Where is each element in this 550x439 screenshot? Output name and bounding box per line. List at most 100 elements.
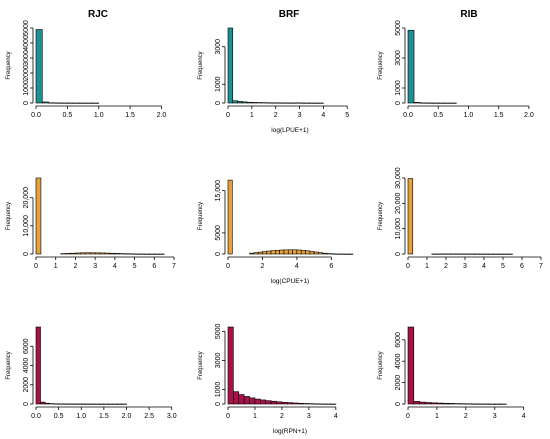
panel-r3-brf-x-tick-label: 2 [280,413,284,420]
panel-r2-brf: 0 2 4 6 0 5000 15,000 Frequency log(CPUE+1) [198,179,354,285]
panel-r1-rib: 0.0 0.5 1.0 1.5 2.0 0 1000 3000 5000 Frequency [378,20,534,119]
panel-r3-brf-y-tick-label: 5000 [215,323,222,339]
panel-r2-brf-y-tick-label: 5000 [215,225,222,241]
panel-r3-brf-x-tick-label: 1 [253,413,257,420]
panel-r3-rib-bar [425,402,432,405]
panel-r3-brf-bar [254,398,261,405]
panel-r1-brf: 0 1 2 3 4 5 0 1000 3000 Frequency log(LPUE+1) [198,27,349,134]
panel-r2-brf-bar [300,250,306,255]
panel-r2-brf-bar [322,252,328,255]
panel-r1-rib-y-tick-label: 0 [395,101,402,105]
panel-r2-rjc-x-tick-label: 7 [172,263,176,270]
panel-r2-rib-x-tick-label: 7 [539,263,543,270]
panel-r3-rib-bar [436,402,443,405]
panel-r3-rjc-bar [44,402,50,405]
panel-r2-rjc-y-tick-label: 20,000 [23,187,30,209]
panel-r2-rjc-bar [84,252,91,255]
panel-r2-brf-bar [296,249,302,255]
panel-r3-brf-bar [303,403,310,405]
panel-r1-rib-y-label: Frequency [378,51,384,79]
panel-r3-brf-bar [233,391,240,405]
panel-r2-rib: 0 1 2 3 4 5 6 7 0 10,000 20,000 30,000 Frequency [378,167,543,270]
panel-r2-rib-x-tick-label: 3 [463,263,467,270]
panel-r1-brf-x-tick-label: 4 [321,112,325,119]
panel-r3-rjc-x-tick-label: 1.0 [76,413,86,420]
panel-r2-rib-y-tick-label: 20,000 [395,193,402,215]
panel-r2-brf-bar [318,252,324,255]
panel-r2-rjc-x-tick-label: 3 [93,263,97,270]
panel-r3-rib-y-tick-label: 2000 [395,375,402,391]
panel-r2-brf-bar [275,249,280,255]
histogram-panels: 0.0 0.5 1.0 1.5 2.0010002000300040005000Freq… [6,20,543,435]
panel-r2-rjc-bar [65,253,71,255]
panel-r3-rib-y-tick-label: 6000 [395,332,402,348]
panel-r3-rjc-x-tick-label: 2.5 [144,413,154,420]
panel-r3-brf-bar [292,402,299,405]
panel-r1-rib-x-tick-label: 1.5 [494,112,504,119]
panel-r3-rib-x-tick-label: 3 [493,413,497,420]
panel-r3-rib: 0 1 2 3 4 0 2000 4000 6000 Frequency [378,326,526,420]
panel-r3-brf-bar [276,401,283,405]
panel-r1-brf-bar [251,102,257,104]
panel-r3-brf-bar [281,401,288,405]
panel-r1-brf-bar [232,100,238,104]
panel-r2-rjc: 0 1 2 3 4 5 6 7 0 10,000 20,000 Frequency [6,177,176,270]
panel-r1-rjc-y-tick-label: 2000 [23,65,30,81]
panel-r2-brf-bar [287,249,293,255]
panel-r1-rib-bar [413,102,421,104]
panel-r1-rjc-x-tick-label: 1.5 [125,112,135,119]
panel-r2-brf-bar [283,249,289,255]
panel-r1-rib-x-tick-label: 1.0 [464,112,474,119]
column-title-brf: BRF [279,9,300,20]
panel-r2-rib-x-tick-label: 1 [425,263,429,270]
panel-r1-rjc-x-tick-label: 0.5 [62,112,72,119]
panel-r1-rjc-y-label: Frequency [6,51,12,79]
panel-r3-rib-y-tick-label: 0 [395,402,402,406]
column-title-rib: RIB [460,9,477,20]
panel-r3-brf-bar [270,400,277,405]
panel-r3-rjc-x-tick-label: 3.0 [167,413,177,420]
panel-r2-rib-bar [407,178,414,255]
panel-r3-brf: 0 1 2 3 4 0 1000 3000 5000 Frequency log(RPN+1) [198,323,338,435]
panel-r2-rjc-x-tick-label: 2 [73,263,77,270]
panel-r3-rib-bar [419,401,426,405]
panel-r3-rjc-x-tick-label: 0.5 [54,413,64,420]
panel-r3-brf-x-tick-label: 0 [226,413,230,420]
panel-r2-brf-bar [266,250,272,255]
panel-r3-rib-y-tick-label: 4000 [395,353,402,369]
panel-r2-brf-bar [309,251,315,255]
panel-r3-brf-bar [297,402,304,405]
panel-r2-rib-y-tick-label: 30,000 [395,167,402,189]
panel-r2-brf-x-label: log(CPUE+1) [271,278,309,285]
panel-r1-rjc-y-tick-label: 1000 [23,80,30,96]
panel-r1-rjc-y-tick-label: 0 [23,101,30,105]
panel-r1-brf-y-tick-label: 1000 [215,76,222,92]
panel-r3-brf-x-label: log(RPN+1) [273,428,307,435]
panel-r2-rib-y-label: Frequency [378,202,384,230]
panel-r1-rjc-y-tick-label: 3000 [23,50,30,66]
panel-r3-brf-y-tick-label: 1000 [215,382,222,398]
panel-r3-rjc-x-tick-label: 0.0 [31,413,41,420]
panel-r3-rjc-y-tick-label: 6000 [23,338,30,354]
panel-r3-rjc-y-label: Frequency [6,351,12,379]
panel-r1-brf-y-tick-label: 3000 [215,39,222,55]
panel-r1-rjc-bar [35,29,43,104]
panel-r2-rjc-x-tick-label: 5 [133,263,137,270]
panel-r2-rjc-bar [94,252,101,255]
panel-r2-rib-x-tick-label: 4 [482,263,486,270]
panel-r2-rjc-x-tick-label: 0 [34,263,38,270]
panel-r1-brf-x-label: log(LPUE+1) [271,127,308,134]
panel-r2-rjc-bar [75,252,81,255]
panel-r2-rjc-bar [99,252,106,255]
panel-r1-brf-bar [237,101,243,104]
panel-r3-rib-x-tick-label: 4 [522,413,526,420]
panel-r2-brf-bar [227,179,233,255]
panel-r3-rjc: 0.0 0.5 1.0 1.5 2.0 2.5 3.0 0 2000 4000 6000 Freque… [6,326,177,420]
panel-r3-rjc-bar [40,401,46,405]
panel-r1-brf-bar [246,101,253,104]
panel-r2-rjc-bar [89,252,96,255]
panel-r2-rib-x-tick-label: 0 [406,263,410,270]
panel-r2-brf-x-tick-label: 4 [295,263,299,270]
panel-r1-rjc-x-tick-label: 1.0 [94,112,104,119]
